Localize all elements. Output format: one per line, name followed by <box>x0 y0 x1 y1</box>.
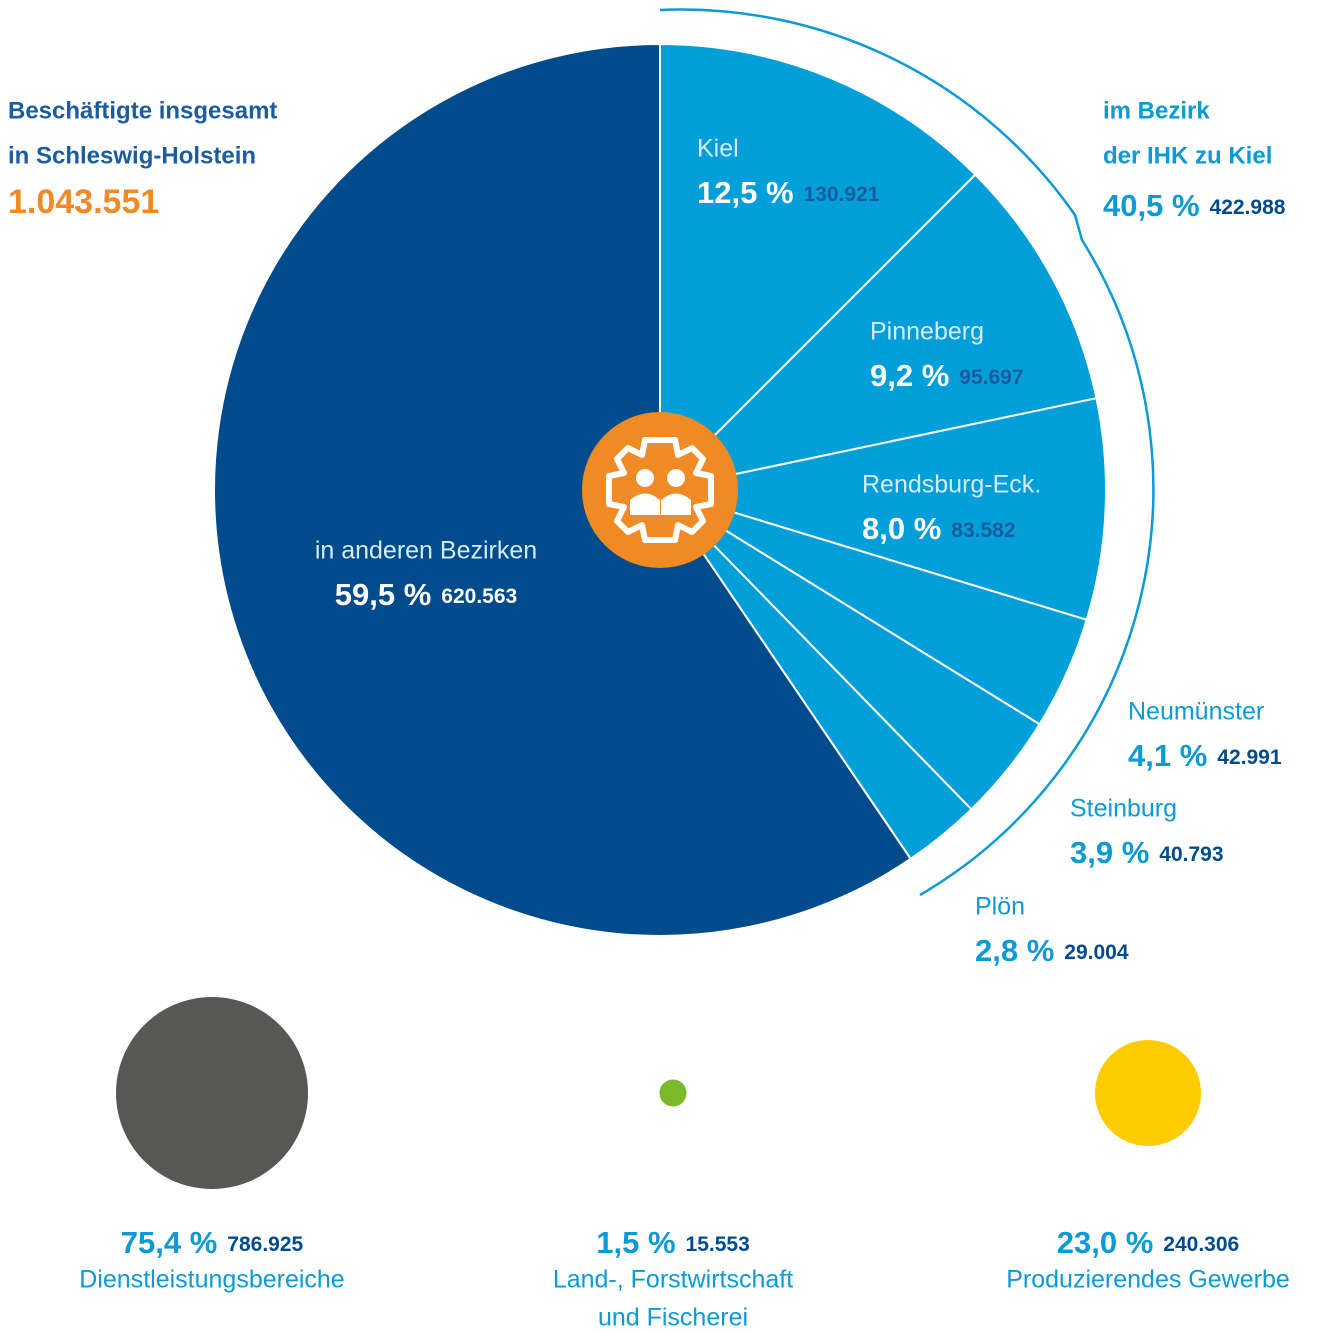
slice-value: 8,0 % 83.582 <box>862 511 1016 546</box>
slice-percent: 3,9 % <box>1070 835 1149 870</box>
slice-value: 12,5 % 130.921 <box>697 175 880 210</box>
group-percent: 40,5 % <box>1103 188 1200 223</box>
slice-value: 2,8 % 29.004 <box>975 933 1129 968</box>
bubble <box>659 1079 687 1107</box>
slice-value: 9,2 % 95.697 <box>870 358 1024 393</box>
slice-percent: 4,1 % <box>1128 738 1207 773</box>
slice-name: Rendsburg-Eck. <box>862 471 1041 499</box>
pie-slice <box>659 42 977 493</box>
bubble-value: 75,4 % 786.925 <box>121 1225 304 1260</box>
group-value: 40,5 % 422.988 <box>1103 188 1286 223</box>
slice-count: 29.004 <box>1064 941 1129 964</box>
bubble-count: 15.553 <box>686 1233 750 1256</box>
slice-percent: 9,2 % <box>870 358 949 393</box>
pie-slice <box>656 173 1098 492</box>
slice-percent: 59,5 % <box>335 577 432 612</box>
bubble-label: und Fischerei <box>598 1304 748 1332</box>
slice-percent: 12,5 % <box>697 175 794 210</box>
slice-count: 42.991 <box>1217 746 1282 769</box>
slice-name: Plön <box>975 893 1025 921</box>
pie-slice <box>659 397 1107 622</box>
group-bracket <box>659 8 1155 897</box>
slice-count: 95.697 <box>959 366 1023 389</box>
slice-count: 40.793 <box>1159 843 1223 866</box>
bubble-percent: 1,5 % <box>596 1225 675 1260</box>
bubble-value: 23,0 % 240.306 <box>1057 1225 1239 1260</box>
bubble-percent: 23,0 % <box>1057 1225 1154 1260</box>
slice-value: 3,9 % 40.793 <box>1070 835 1224 870</box>
slice-name: Pinneberg <box>870 318 984 346</box>
slice-name: in anderen Bezirken <box>315 537 537 565</box>
slice-percent: 2,8 % <box>975 933 1054 968</box>
title-line: in Schleswig-Holstein <box>8 142 256 169</box>
slice-value: 4,1 % 42.991 <box>1128 738 1282 773</box>
slice-name: Kiel <box>697 135 739 163</box>
bubble-count: 786.925 <box>227 1233 303 1256</box>
group-label: im Bezirk <box>1103 97 1210 124</box>
center-icon <box>582 412 738 568</box>
bubble-value: 1,5 % 15.553 <box>596 1225 750 1260</box>
group-count: 422.988 <box>1210 196 1286 219</box>
slice-percent: 8,0 % <box>862 511 941 546</box>
group-label: der IHK zu Kiel <box>1103 142 1272 169</box>
bubble-label: Produzierendes Gewerbe <box>1006 1266 1290 1294</box>
bubble <box>1094 1039 1202 1147</box>
slice-count: 130.921 <box>804 183 880 206</box>
slice-name: Neumünster <box>1128 698 1264 726</box>
pie-slice <box>213 42 913 937</box>
title-line: Beschäftigte insgesamt <box>8 97 277 124</box>
total: 1.043.551 <box>8 183 159 221</box>
slice-value: 59,5 % 620.563 <box>335 577 517 612</box>
bubble-label: Land-, Forstwirtschaft <box>553 1266 793 1294</box>
slice-count: 83.582 <box>951 519 1015 542</box>
bubble-label: Dienstleistungsbereiche <box>79 1266 344 1294</box>
bubble-percent: 75,4 % <box>121 1225 218 1260</box>
slice-count: 620.563 <box>441 585 517 608</box>
slice-name: Steinburg <box>1070 795 1177 823</box>
bubble-count: 240.306 <box>1163 1233 1239 1256</box>
bubble <box>116 997 308 1189</box>
